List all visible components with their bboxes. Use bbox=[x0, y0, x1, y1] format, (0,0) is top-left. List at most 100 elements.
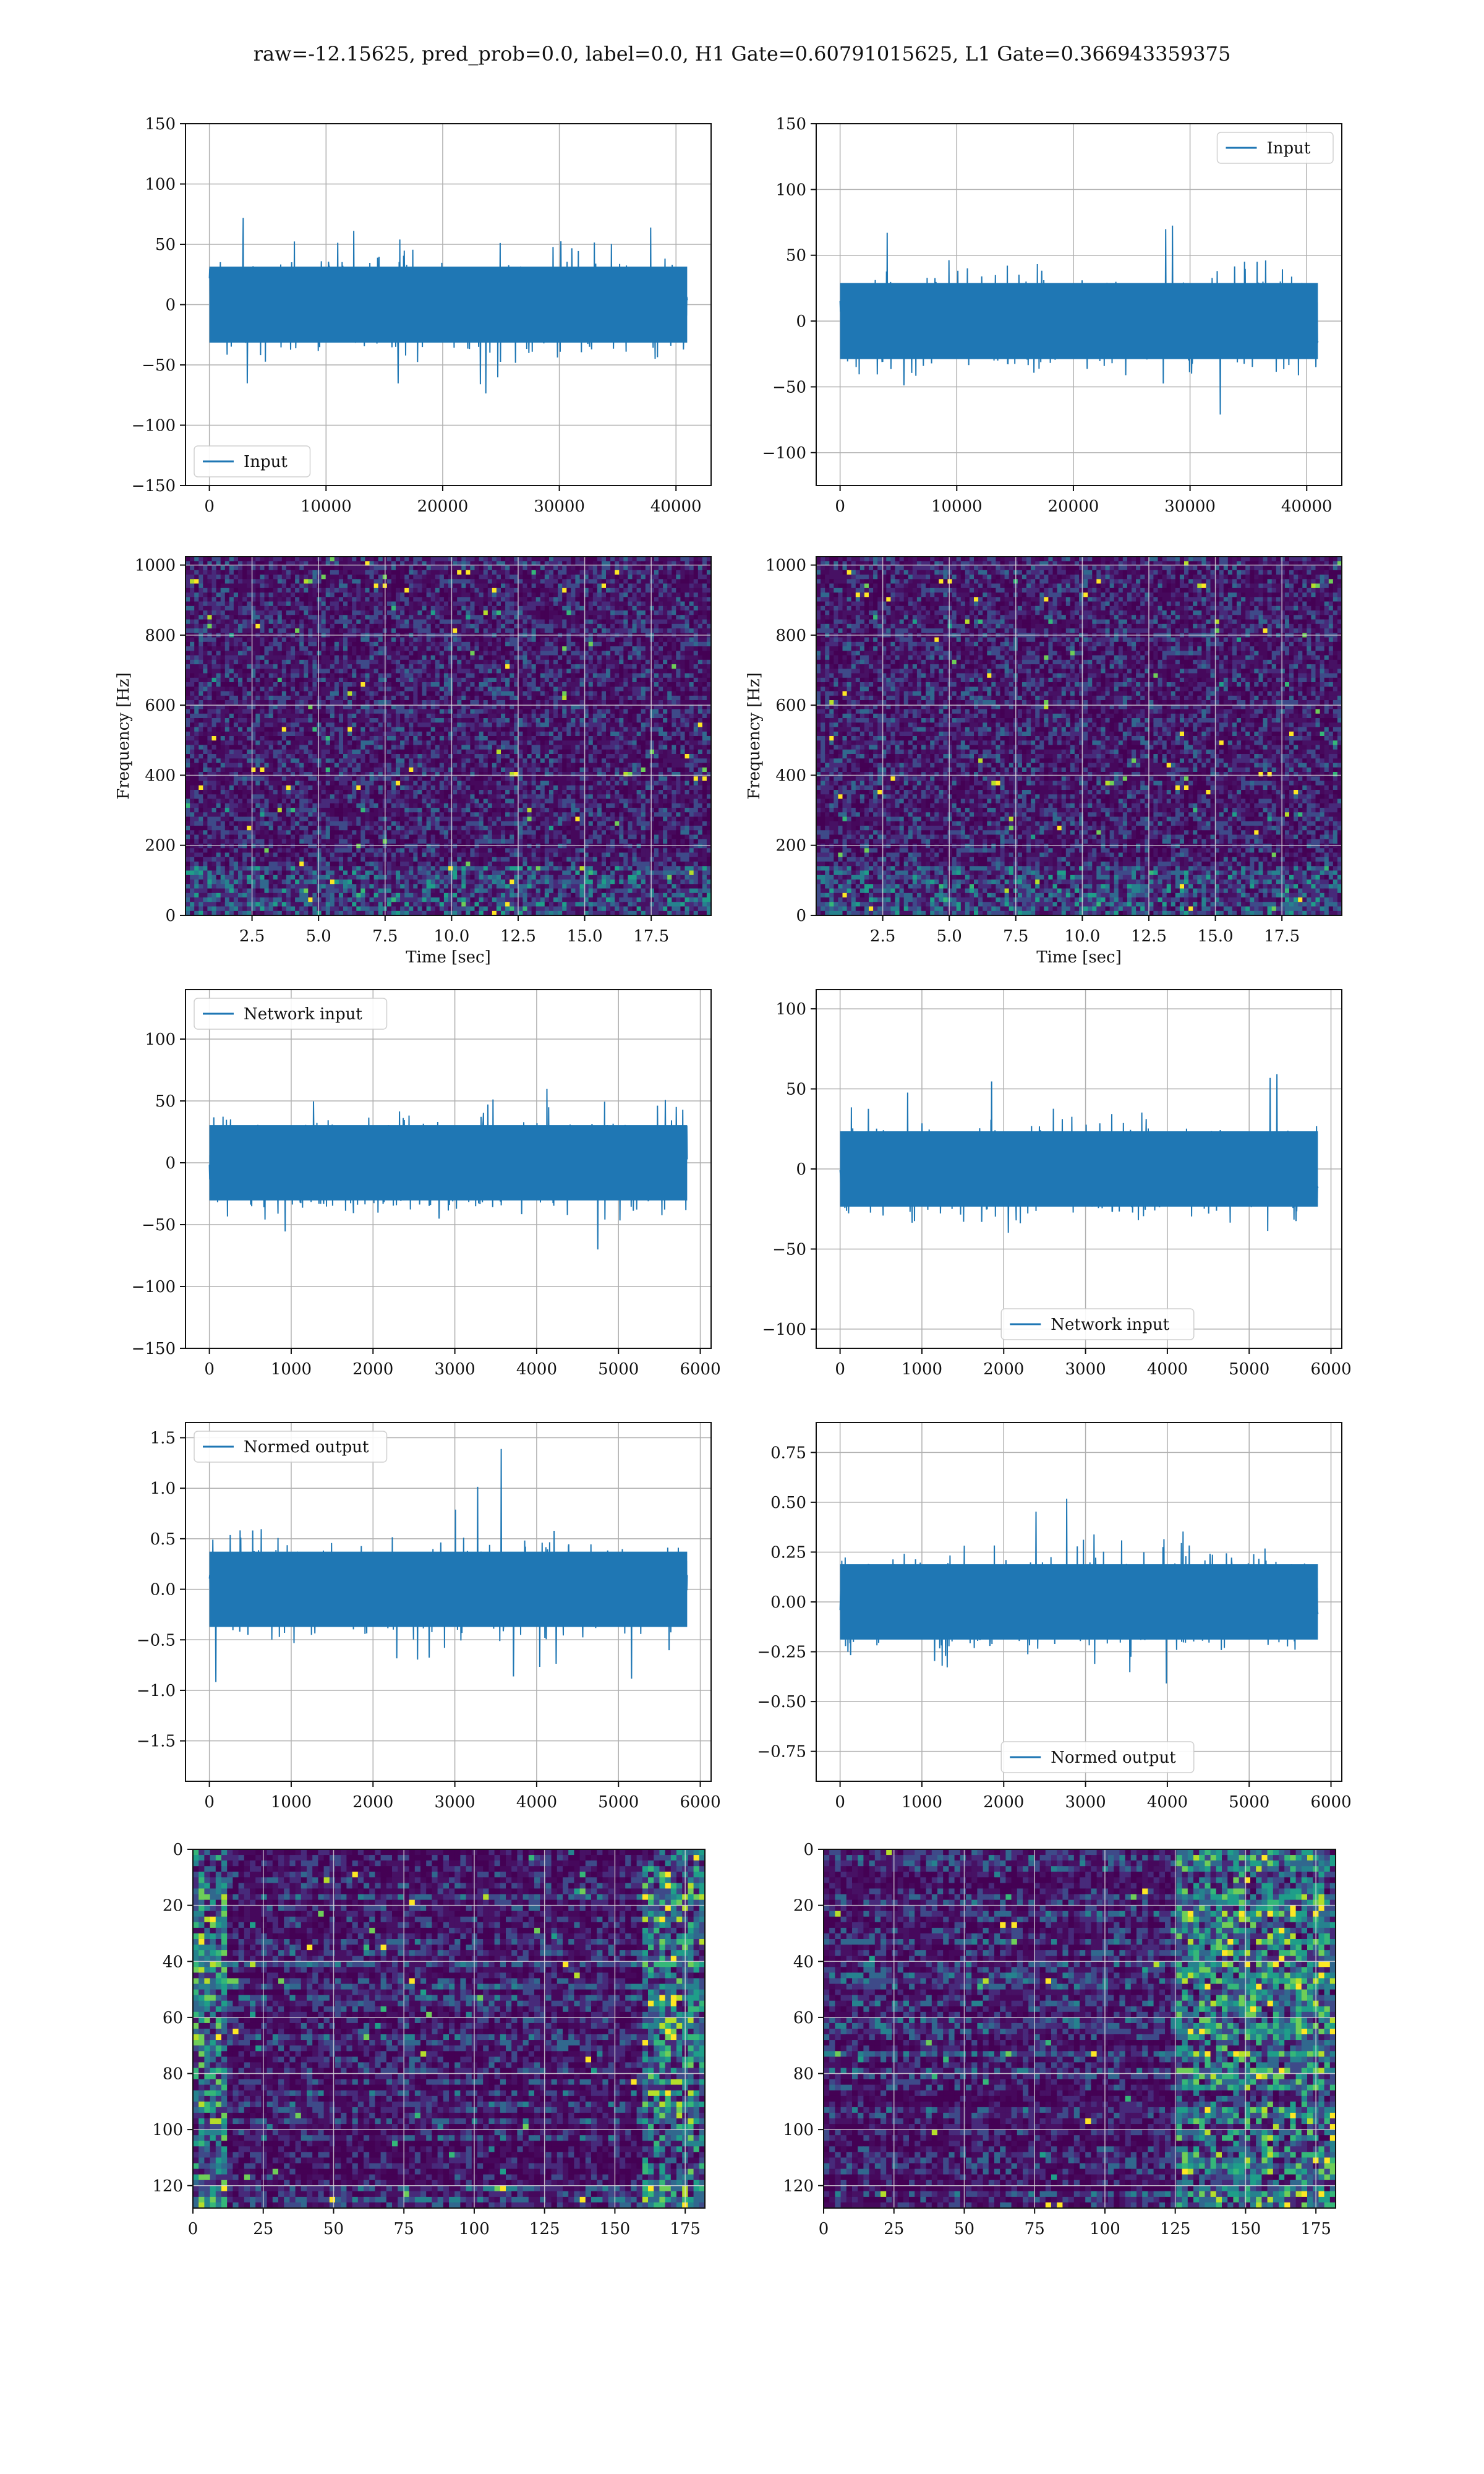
heatmap-cell bbox=[672, 651, 676, 656]
heatmap-cell bbox=[615, 602, 620, 607]
heatmap-cell bbox=[330, 691, 335, 696]
heatmap-cell bbox=[562, 700, 567, 705]
heatmap-cell bbox=[295, 593, 300, 597]
heatmap-cell bbox=[378, 584, 383, 589]
heatmap-cell bbox=[194, 620, 199, 625]
heatmap-cell bbox=[203, 570, 208, 575]
heatmap-cell bbox=[435, 696, 440, 701]
heatmap-cell bbox=[212, 597, 217, 602]
heatmap-cell bbox=[667, 593, 672, 597]
heatmap-cell bbox=[522, 602, 527, 607]
heatmap-cell bbox=[545, 575, 550, 580]
heatmap-cell bbox=[409, 700, 414, 705]
heatmap-cell bbox=[461, 575, 466, 580]
heatmap-cell bbox=[427, 656, 432, 661]
heatmap-cell bbox=[536, 628, 541, 633]
heatmap-cell bbox=[291, 566, 296, 571]
heatmap-cell bbox=[646, 678, 650, 683]
heatmap-cell bbox=[475, 696, 480, 701]
heatmap-cell bbox=[229, 642, 234, 647]
heatmap-cell bbox=[492, 624, 497, 629]
heatmap-cell bbox=[312, 579, 317, 584]
heatmap-cell bbox=[510, 660, 514, 665]
heatmap-cell bbox=[448, 566, 453, 571]
heatmap-cell bbox=[580, 696, 585, 701]
heatmap-cell bbox=[238, 642, 243, 647]
heatmap-cell bbox=[413, 597, 418, 602]
heatmap-cell bbox=[404, 597, 409, 602]
heatmap-cell bbox=[453, 606, 458, 611]
heatmap-cell bbox=[702, 606, 707, 611]
heatmap-cell bbox=[396, 646, 401, 651]
heatmap-cell bbox=[396, 557, 401, 562]
heatmap-cell bbox=[545, 651, 550, 656]
heatmap-cell bbox=[676, 570, 681, 575]
heatmap-cell bbox=[667, 638, 672, 643]
heatmap-cell bbox=[234, 606, 239, 611]
heatmap-cell bbox=[265, 664, 270, 669]
heatmap-cell bbox=[348, 606, 352, 611]
heatmap-cell bbox=[650, 584, 655, 589]
heatmap-cell bbox=[286, 620, 291, 625]
heatmap-cell bbox=[654, 669, 659, 674]
heatmap-cell bbox=[676, 687, 681, 691]
heatmap-cell bbox=[545, 610, 550, 615]
heatmap-cell bbox=[286, 606, 291, 611]
heatmap-cell bbox=[308, 566, 313, 571]
heatmap-cell bbox=[527, 696, 532, 701]
heatmap-cell bbox=[299, 593, 304, 597]
heatmap-cell bbox=[641, 700, 646, 705]
heatmap-cell bbox=[615, 570, 620, 575]
heatmap-cell bbox=[558, 606, 563, 611]
heatmap-cell bbox=[190, 678, 195, 683]
heatmap-cell bbox=[606, 682, 611, 687]
heatmap-cell bbox=[242, 669, 247, 674]
heatmap-cell bbox=[633, 646, 638, 651]
heatmap-cell bbox=[536, 651, 541, 656]
heatmap-cell bbox=[286, 669, 291, 674]
heatmap-cell bbox=[470, 669, 475, 674]
heatmap-cell bbox=[365, 575, 370, 580]
heatmap-cell bbox=[457, 588, 462, 593]
heatmap-cell bbox=[654, 656, 659, 661]
heatmap-cell bbox=[286, 570, 291, 575]
heatmap-cell bbox=[304, 620, 309, 625]
heatmap-cell bbox=[497, 691, 501, 696]
heatmap-cell bbox=[238, 691, 243, 696]
heatmap-cell bbox=[260, 691, 265, 696]
heatmap-cell bbox=[431, 678, 436, 683]
heatmap-cell bbox=[558, 691, 563, 696]
heatmap-cell bbox=[360, 638, 365, 643]
heatmap-cell bbox=[255, 602, 260, 607]
legend: Input bbox=[1217, 132, 1334, 163]
heatmap-cell bbox=[527, 566, 532, 571]
heatmap-cell bbox=[255, 615, 260, 620]
heatmap-cell bbox=[417, 575, 422, 580]
heatmap-cell bbox=[663, 642, 668, 647]
heatmap-cell bbox=[322, 687, 326, 691]
heatmap-cell bbox=[427, 557, 432, 562]
heatmap-cell bbox=[335, 615, 339, 620]
heatmap-cell bbox=[212, 660, 217, 665]
heatmap-cell bbox=[606, 588, 611, 593]
heatmap-cell bbox=[575, 597, 580, 602]
heatmap-cell bbox=[522, 624, 527, 629]
heatmap-cell bbox=[589, 656, 594, 661]
heatmap-cell bbox=[637, 588, 642, 593]
heatmap-cell bbox=[365, 602, 370, 607]
heatmap-cell bbox=[475, 628, 480, 633]
heatmap-cell bbox=[501, 638, 506, 643]
heatmap-cell bbox=[633, 691, 638, 696]
heatmap-cell bbox=[330, 606, 335, 611]
heatmap-cell bbox=[273, 682, 278, 687]
heatmap-cell bbox=[623, 606, 628, 611]
heatmap-cell bbox=[273, 575, 278, 580]
heatmap-cell bbox=[413, 646, 418, 651]
heatmap-cell bbox=[326, 691, 331, 696]
heatmap-cell bbox=[207, 615, 212, 620]
heatmap-cell bbox=[461, 615, 466, 620]
heatmap-cell bbox=[212, 584, 217, 589]
heatmap-cell bbox=[238, 682, 243, 687]
heatmap-cell bbox=[335, 638, 339, 643]
heatmap-cell bbox=[391, 588, 396, 593]
